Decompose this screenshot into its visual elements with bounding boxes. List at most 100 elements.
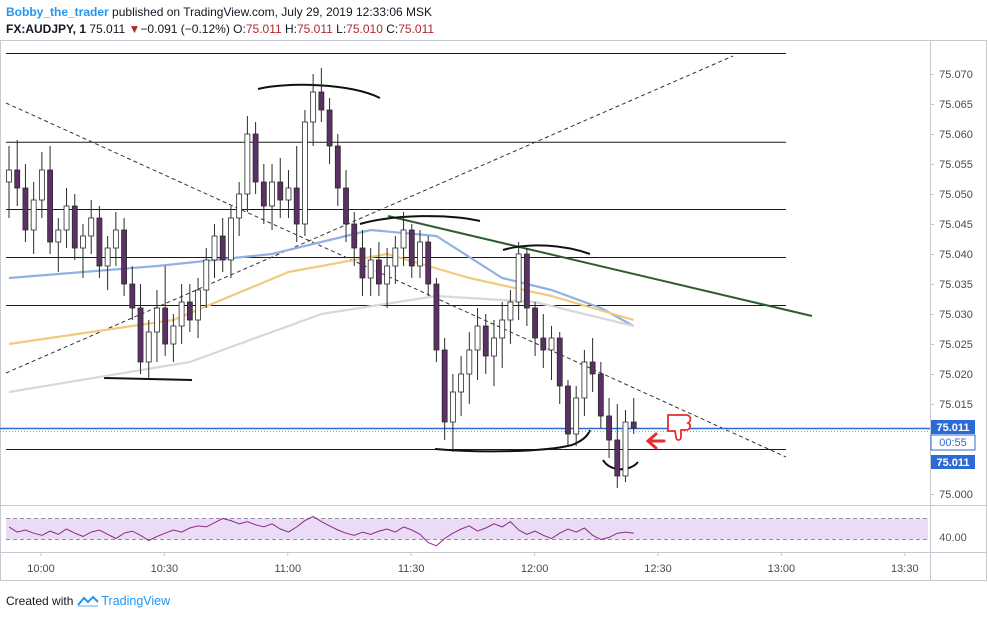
- mid-arc-drawing: [359, 215, 481, 225]
- candle-body: [449, 391, 456, 423]
- candle-body: [589, 361, 596, 375]
- time-axis[interactable]: 10:00 10:30 11:00 11:30 12:00 12:30 13:00 13:30: [27, 552, 919, 575]
- price-tick-label: 75.050: [939, 189, 973, 201]
- change-value: −0.091 (−0.12%): [140, 22, 230, 36]
- candle-body: [565, 385, 571, 435]
- candle-body: [154, 307, 160, 333]
- ascending-dashed-trendline: [5, 55, 734, 374]
- candle-body: [375, 259, 382, 285]
- candle-body: [433, 283, 440, 351]
- candle-body: [203, 259, 210, 291]
- rsi-line: [8, 515, 634, 547]
- candle-body: [556, 337, 563, 387]
- price-tick-label: 75.020: [939, 369, 973, 381]
- price-tick-label: 75.015: [939, 399, 973, 411]
- last-price-label-bg: [931, 420, 975, 434]
- candle-body: [137, 307, 144, 363]
- candle-body: [425, 241, 432, 285]
- moving-averages: [8, 228, 635, 394]
- close-label: C:: [386, 22, 399, 36]
- candle-body: [244, 133, 251, 195]
- high-value: 75.011: [297, 22, 333, 36]
- moving-average-line: [8, 294, 634, 394]
- drawings: [5, 55, 813, 471]
- moving-average-line: [8, 252, 635, 346]
- candle-body: [466, 349, 473, 375]
- publish-info: Bobby_the_trader published on TradingVie…: [6, 5, 432, 19]
- price-tick-label: 75.025: [939, 339, 973, 351]
- time-tick-label: 12:00: [521, 563, 549, 575]
- right-arc-drawing: [502, 244, 591, 255]
- candle-body: [252, 133, 259, 183]
- candle-body: [351, 223, 358, 249]
- candle-body: [367, 259, 374, 279]
- candle-body: [318, 91, 325, 111]
- candle-body: [14, 169, 21, 189]
- candle-body: [532, 307, 538, 339]
- price-tick-label: 75.035: [939, 279, 973, 291]
- candle-body: [145, 331, 152, 363]
- candle-body: [482, 325, 489, 357]
- price-axis[interactable]: 75.070 75.065 75.060 75.055 75.050 75.045 75.0…: [930, 69, 973, 501]
- low-support-stroke: [103, 377, 193, 381]
- candle-body: [573, 397, 580, 435]
- candle-body: [548, 337, 555, 351]
- created-with-text: Created with: [6, 594, 74, 608]
- candle-body: [80, 235, 86, 249]
- candle-body: [293, 187, 300, 225]
- close-value: 75.011: [398, 22, 435, 36]
- horizontal-levels: [6, 53, 786, 450]
- candle-body: [260, 181, 267, 207]
- last-price-label: 75.011: [936, 422, 969, 434]
- candle-body: [195, 289, 201, 321]
- level-price-label-bg: [931, 455, 975, 469]
- candle-body: [540, 337, 547, 351]
- candle-body: [219, 235, 226, 261]
- candle-body: [630, 421, 637, 429]
- candle-body: [359, 247, 366, 279]
- candle-body: [38, 169, 45, 201]
- open-value: 75.011: [245, 22, 282, 36]
- candle-body: [302, 121, 308, 225]
- candle-body: [581, 361, 588, 399]
- candle-body: [277, 181, 284, 201]
- candle-body: [515, 253, 522, 303]
- time-tick-label: 10:00: [27, 563, 55, 575]
- bottom-support-arc: [434, 429, 591, 453]
- chart-frame: [0, 40, 987, 581]
- price-tick-label: 75.045: [939, 219, 973, 231]
- candle-body: [507, 301, 514, 321]
- candle-body: [523, 253, 530, 309]
- symbol-name[interactable]: FX:AUDJPY, 1: [6, 22, 87, 36]
- open-label: O:: [233, 22, 246, 36]
- candle-body: [88, 217, 95, 237]
- candle-body: [63, 205, 70, 231]
- candle-body: [55, 229, 62, 243]
- author-link[interactable]: Bobby_the_trader: [6, 5, 109, 19]
- candle-body: [121, 229, 127, 285]
- candle-body: [285, 187, 292, 201]
- last-price-value: 75.011: [89, 22, 126, 36]
- candle-body: [334, 145, 341, 189]
- candle-body: [310, 91, 317, 123]
- footer: Created with TradingView: [6, 594, 170, 608]
- candle-body: [112, 229, 119, 249]
- candle-body: [170, 325, 177, 345]
- candle-body: [236, 193, 243, 219]
- price-tick-label: 75.000: [939, 489, 973, 501]
- countdown-label-bg: [930, 434, 976, 451]
- candle-body: [499, 319, 506, 339]
- level-price-label: 75.011: [936, 457, 969, 469]
- price-tick-label: 75.065: [939, 99, 973, 111]
- tradingview-brand-link[interactable]: TradingView: [101, 594, 171, 608]
- candle-body: [614, 439, 621, 477]
- candle-body: [47, 169, 53, 243]
- rsi-axis-label: 40.00: [939, 532, 967, 544]
- candle-body: [326, 109, 333, 147]
- candle-body: [211, 235, 218, 261]
- candle-body: [22, 187, 29, 231]
- candle-body: [6, 169, 12, 183]
- candle-body: [597, 373, 604, 417]
- time-tick-label: 13:30: [891, 563, 919, 575]
